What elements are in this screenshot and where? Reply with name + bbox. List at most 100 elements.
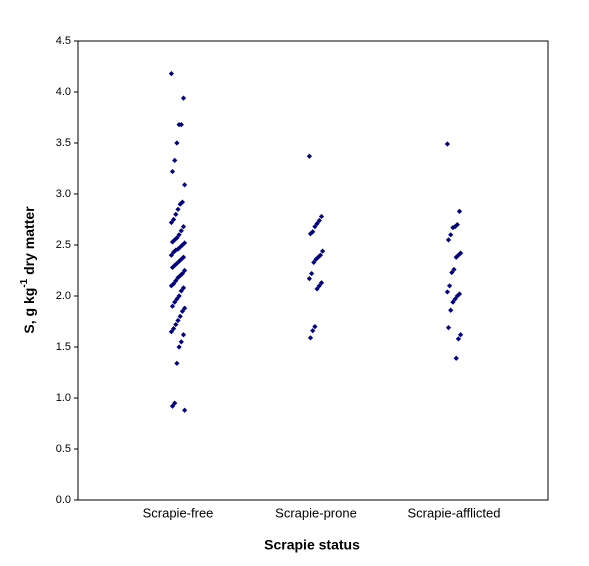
y-tick-label: 3.0 [56,188,71,200]
data-point [456,208,463,214]
data-point [180,95,187,101]
data-point [176,232,182,238]
data-point [445,325,452,331]
data-point [174,260,180,266]
y-axis-title: S, g kg-1 dry matter [19,206,37,334]
data-point [174,140,180,146]
data-point [174,360,180,366]
data-point [180,332,187,338]
data-point [177,313,183,319]
data-point [175,206,181,212]
data-point [447,283,453,289]
y-tick-label: 0.0 [56,494,71,506]
data-point [310,328,316,334]
data-point [450,299,456,305]
data-point [169,403,176,409]
data-point [177,201,183,207]
data-point [178,288,184,294]
data-point [313,256,319,262]
data-point [455,336,461,342]
data-point [310,229,316,235]
y-tick-label: 4.5 [56,35,71,47]
data-point [450,225,456,231]
data-point [309,270,315,277]
data-point [169,303,176,309]
data-point [169,239,176,245]
data-point [311,259,317,265]
data-point [175,275,181,281]
data-point [318,213,325,220]
y-title-part: S, g kg [21,288,37,334]
data-point [182,182,188,188]
data-point [169,264,176,271]
data-point [453,254,459,260]
data-point [448,307,454,313]
data-point [180,254,187,260]
data-point [177,273,183,279]
data-point [172,262,178,268]
y-tick-label: 1.5 [56,341,71,353]
data-point [452,296,458,302]
data-point [314,220,320,227]
data-point [316,217,322,224]
data-point [178,228,184,234]
data-point [173,278,179,284]
data-point [182,305,188,311]
x-tick-label: Scrapie-free [143,505,214,520]
data-point [168,71,174,77]
y-title-superscript: -1 [19,278,30,287]
data-point [312,324,318,330]
data-point [317,252,323,258]
data-point [171,249,177,255]
data-point [452,224,458,230]
data-point [444,141,450,147]
data-point [314,286,320,292]
data-point [171,216,177,223]
y-tick-label: 0.5 [56,443,71,455]
y-tick-label: 1.0 [56,392,71,404]
data-point [172,157,178,163]
data-point [169,168,176,175]
data-point [180,224,187,230]
data-point [312,224,318,230]
y-tick-label: 3.5 [56,137,71,149]
data-point [176,344,182,350]
data-point [454,293,460,299]
x-axis-title: Scrapie status [264,537,360,553]
data-point [176,293,182,299]
y-tick-label: 2.0 [56,290,71,302]
data-point [318,280,325,286]
data-point [458,250,464,256]
data-point [458,332,464,338]
data-point [178,256,184,262]
data-point [453,355,459,361]
data-point [320,248,326,254]
data-point [168,283,174,289]
data-point [182,267,188,274]
plot-frame [77,40,549,501]
data-point [173,211,179,217]
data-point [306,153,312,159]
x-tick-label: Scrapie-afflicted [408,505,501,520]
data-point [168,219,174,226]
data-point [168,329,174,335]
data-point [178,339,184,345]
data-point [449,269,455,276]
data-point [444,289,450,295]
data-point [175,317,181,324]
data-point [307,335,314,341]
y-title-part: dry matter [21,206,37,279]
y-tick-label: 2.5 [56,239,71,251]
data-point [182,407,188,413]
data-point [173,321,179,328]
data-point [176,122,182,128]
data-point [172,400,178,406]
data-point [455,252,461,258]
data-point [307,231,314,237]
data-point [451,266,457,273]
data-point [316,283,322,289]
data-point [306,276,312,282]
data-point [445,237,452,243]
data-point [179,308,185,314]
